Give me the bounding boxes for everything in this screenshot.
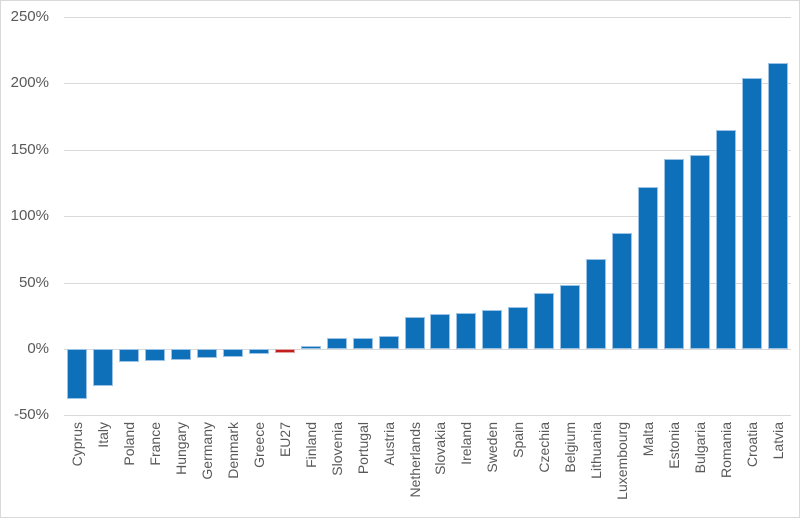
y-tick-label: 250% bbox=[10, 8, 49, 25]
bar-romania bbox=[716, 130, 736, 349]
category-label-lithuania: Lithuania bbox=[588, 422, 604, 479]
bar-germany bbox=[197, 349, 217, 358]
bar-denmark bbox=[223, 349, 243, 357]
category-label-germany: Germany bbox=[199, 422, 215, 480]
category-label-romania: Romania bbox=[718, 422, 734, 479]
bar-sweden bbox=[482, 310, 502, 349]
bar-malta bbox=[638, 187, 658, 349]
category-label-latvia: Latvia bbox=[770, 422, 786, 460]
bar-lithuania bbox=[586, 259, 606, 349]
category-label-eu27: EU27 bbox=[277, 422, 293, 458]
bar-estonia bbox=[664, 159, 684, 349]
bar-eu27 bbox=[275, 349, 295, 353]
bar-austria bbox=[379, 336, 399, 349]
category-label-bulgaria: Bulgaria bbox=[692, 422, 708, 474]
category-label-hungary: Hungary bbox=[173, 422, 189, 475]
bar-portugal bbox=[353, 338, 373, 349]
category-label-finland: Finland bbox=[303, 422, 319, 468]
bar-italy bbox=[93, 349, 113, 386]
bar-latvia bbox=[768, 63, 788, 349]
bar-ireland bbox=[456, 313, 476, 349]
bar-netherlands bbox=[405, 317, 425, 349]
y-tick-label: 150% bbox=[10, 141, 49, 158]
category-label-france: France bbox=[147, 422, 163, 466]
gridline-200 bbox=[64, 83, 791, 84]
category-label-malta: Malta bbox=[640, 422, 656, 457]
gridline-100 bbox=[64, 216, 791, 217]
bar-finland bbox=[301, 346, 321, 349]
category-label-luxembourg: Luxembourg bbox=[614, 422, 630, 500]
bar-luxembourg bbox=[612, 233, 632, 349]
category-label-poland: Poland bbox=[121, 422, 137, 466]
category-label-estonia: Estonia bbox=[666, 422, 682, 469]
bar-spain bbox=[508, 307, 528, 349]
category-label-denmark: Denmark bbox=[225, 422, 241, 479]
bar-slovakia bbox=[430, 314, 450, 349]
bar-cyprus bbox=[67, 349, 87, 399]
category-label-sweden: Sweden bbox=[484, 422, 500, 473]
y-tick-label: 0% bbox=[27, 340, 49, 357]
category-label-austria: Austria bbox=[381, 422, 397, 466]
bar-bulgaria bbox=[690, 155, 710, 349]
gridline-250 bbox=[64, 17, 791, 18]
gridline-0 bbox=[64, 349, 791, 350]
category-label-greece: Greece bbox=[251, 422, 267, 468]
category-label-czechia: Czechia bbox=[536, 422, 552, 473]
category-label-spain: Spain bbox=[510, 422, 526, 458]
y-tick-label: 100% bbox=[10, 207, 49, 224]
category-label-italy: Italy bbox=[95, 422, 111, 448]
category-label-cyprus: Cyprus bbox=[69, 422, 85, 467]
bar-hungary bbox=[171, 349, 191, 360]
gridline--50 bbox=[64, 415, 791, 416]
bar-greece bbox=[249, 349, 269, 354]
category-label-slovenia: Slovenia bbox=[329, 422, 345, 476]
bar-czechia bbox=[534, 293, 554, 349]
category-label-slovakia: Slovakia bbox=[432, 422, 448, 475]
bar-france bbox=[145, 349, 165, 361]
y-tick-label: -50% bbox=[13, 406, 49, 423]
gridline-50 bbox=[64, 283, 791, 284]
category-label-ireland: Ireland bbox=[458, 422, 474, 465]
bar-croatia bbox=[742, 78, 762, 349]
category-label-portugal: Portugal bbox=[355, 422, 371, 475]
bar-slovenia bbox=[327, 338, 347, 349]
y-tick-label: 200% bbox=[10, 74, 49, 91]
category-label-belgium: Belgium bbox=[562, 422, 578, 473]
category-label-croatia: Croatia bbox=[744, 422, 760, 468]
y-tick-label: 50% bbox=[18, 274, 49, 291]
category-label-netherlands: Netherlands bbox=[407, 422, 423, 498]
bar-poland bbox=[119, 349, 139, 362]
gridline-150 bbox=[64, 150, 791, 151]
bar-belgium bbox=[560, 285, 580, 349]
